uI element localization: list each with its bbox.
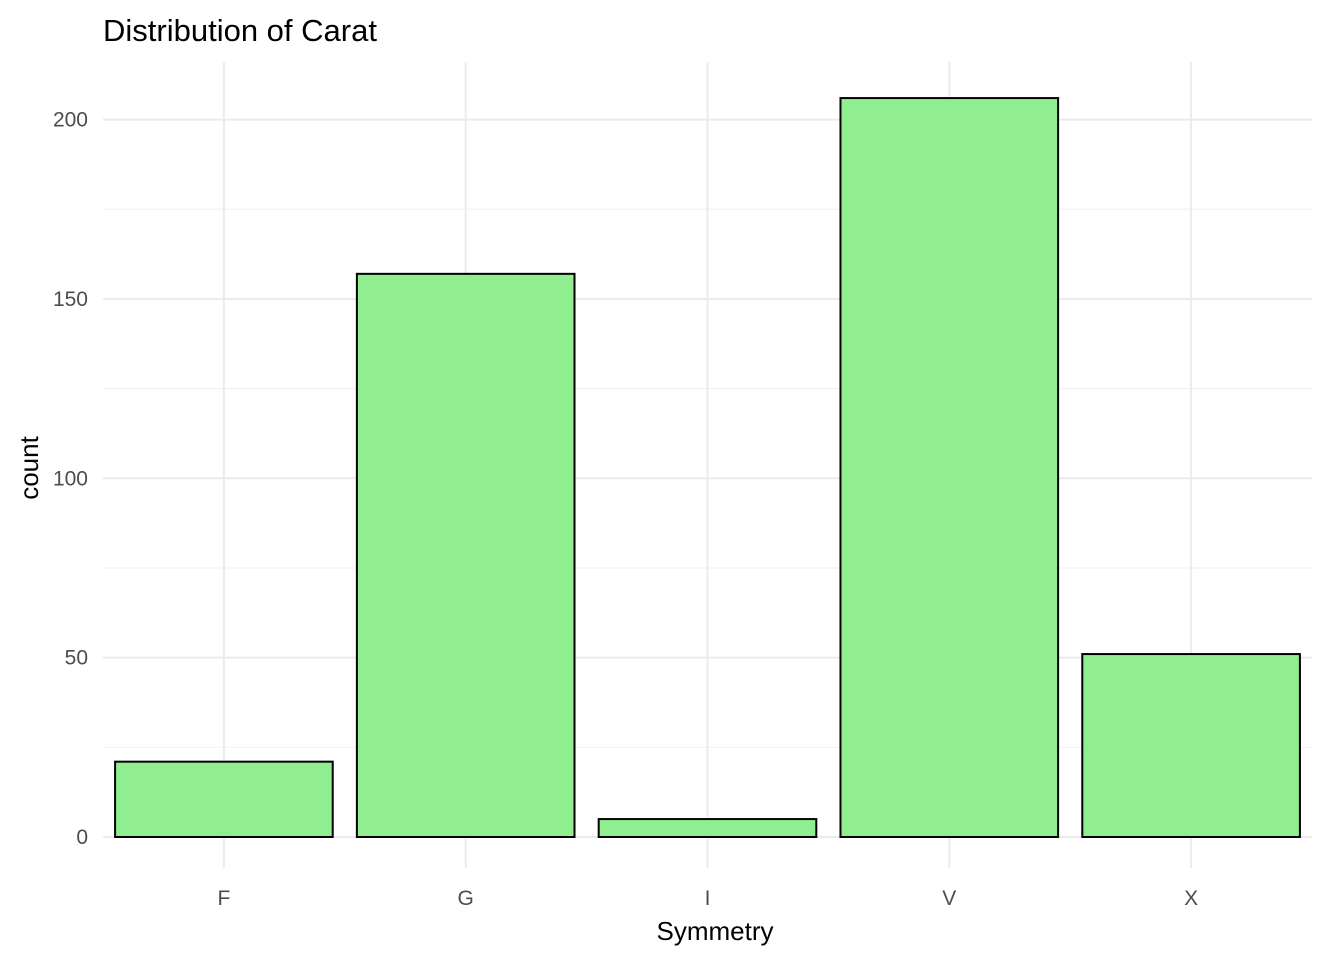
bars bbox=[114, 97, 1301, 839]
x-tick-label: X bbox=[1184, 887, 1198, 910]
y-axis-ticks: 0 50 100 150 200 bbox=[53, 109, 88, 849]
y-tick-label: 100 bbox=[53, 467, 88, 490]
chart-title: Distribution of Carat bbox=[103, 13, 377, 48]
bar-V bbox=[839, 97, 1060, 838]
x-tick-label: V bbox=[942, 887, 956, 910]
y-tick-label: 0 bbox=[76, 826, 88, 849]
y-tick-label: 150 bbox=[53, 288, 88, 311]
x-tick-label: F bbox=[217, 887, 230, 910]
y-axis-title: count bbox=[14, 435, 44, 499]
x-tick-label: G bbox=[458, 887, 474, 910]
bar-F bbox=[114, 760, 334, 838]
x-axis-title: Symmetry bbox=[657, 916, 774, 946]
y-tick-label: 50 bbox=[65, 647, 88, 670]
bar-X bbox=[1081, 653, 1301, 838]
bar-I bbox=[597, 818, 818, 839]
y-tick-label: 200 bbox=[53, 109, 88, 132]
bar-G bbox=[355, 272, 576, 838]
x-tick-label: I bbox=[705, 887, 711, 910]
